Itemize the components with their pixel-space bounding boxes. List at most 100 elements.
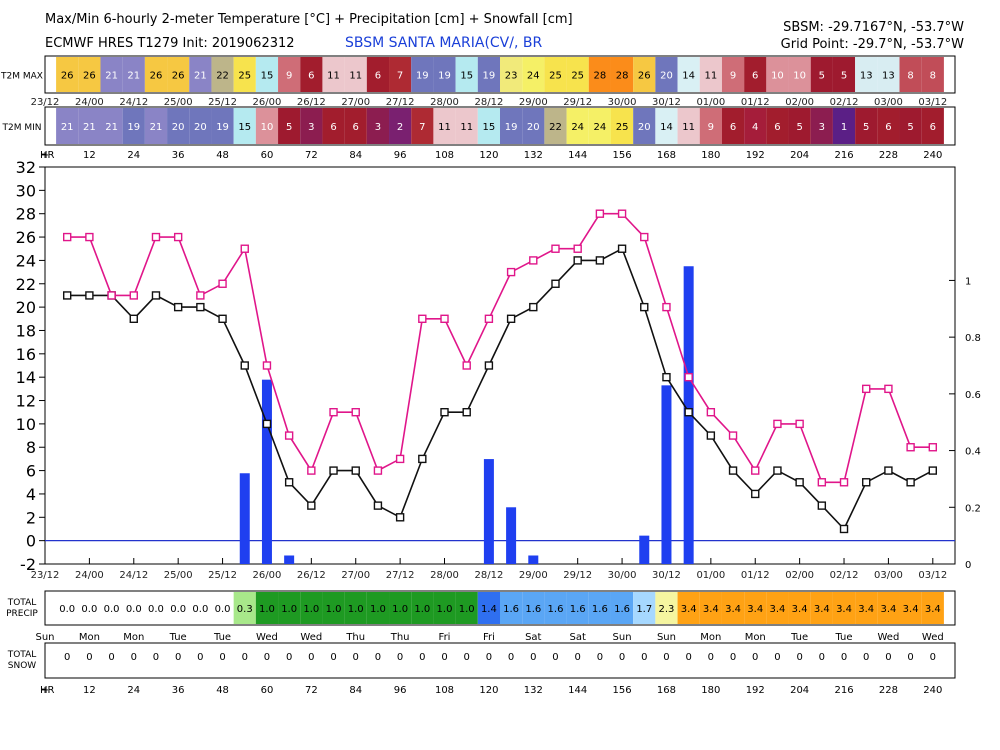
t2m-max-row-value: 23: [505, 71, 518, 82]
t2m-min-point: [684, 408, 693, 417]
t2m-min-row-value: 21: [83, 122, 96, 133]
weekday-label: Mon: [700, 632, 721, 643]
t2m-min-row-cell: [122, 108, 145, 144]
left-axis-label: 22: [16, 275, 36, 294]
t2m-min-row-value: 5: [286, 122, 292, 133]
t2m-min-row-cell: [56, 108, 79, 144]
total-snow-value: 0: [464, 652, 470, 663]
left-axis-label: 20: [16, 298, 36, 317]
total-precip-value: 3.4: [814, 604, 830, 615]
t2m-max-point: [640, 232, 649, 242]
total-precip-value: 1.6: [614, 604, 630, 615]
total-precip-value: 0.0: [126, 604, 142, 615]
weekday-label: Fri: [483, 632, 495, 643]
hr-tick-label-bottom: 84: [349, 685, 362, 696]
t2m-min-row-value: 6: [774, 122, 780, 133]
hr-tick-label-bottom: 72: [305, 685, 318, 696]
total-precip-value: 3.4: [681, 604, 697, 615]
t2m-max-row-value: 13: [882, 71, 895, 82]
total-snow-value: 0: [242, 652, 248, 663]
total-precip-value: 1.0: [303, 604, 319, 615]
weekday-label: Wed: [256, 632, 278, 643]
t2m-max-row-value: 5: [841, 71, 847, 82]
t2m-min-row-cell: [610, 108, 634, 144]
total-precip-label: TOTAL: [7, 598, 37, 608]
t2m-max-row-value: 25: [549, 71, 562, 82]
t2m-min-row-cell: [877, 108, 900, 144]
t2m-min-point: [418, 454, 427, 464]
hr-tick-label-bottom: 132: [524, 685, 543, 696]
t2m-max-row-value: 20: [660, 71, 673, 82]
x-axis-label: 30/12: [652, 570, 681, 581]
left-axis-label: 14: [16, 368, 36, 387]
t2m-max-row-value: 9: [286, 71, 292, 82]
total-snow-value: 0: [286, 652, 292, 663]
weekday-label: Tue: [169, 632, 187, 643]
total-snow-value: 0: [308, 652, 314, 663]
hr-tick-label-bottom: 204: [790, 685, 809, 696]
hr-tick-label: 168: [657, 150, 676, 161]
total-precip-cell: [366, 592, 390, 624]
total-precip-cell: [655, 592, 678, 624]
t2m-min-row-cell: [500, 108, 523, 144]
t2m-min-row-value: 11: [438, 122, 451, 133]
total-precip-cell: [300, 592, 323, 624]
total-precip-value: 1.6: [592, 604, 608, 615]
left-axis-label: 10: [16, 415, 36, 434]
x-axis-label: 28/12: [474, 570, 503, 581]
t2m-min-row-cell: [788, 108, 811, 144]
date-tick-label: 03/00: [874, 97, 903, 108]
t2m-min-row-value: 22: [549, 122, 562, 133]
weekday-label: Sat: [569, 632, 585, 643]
t2m-max-row-cell: [877, 57, 900, 92]
t2m-min-point: [706, 431, 716, 440]
x-axis-label: 03/12: [918, 570, 947, 581]
t2m-max-row-value: 24: [527, 71, 540, 82]
model-info: ECMWF HRES T1279 Init: 2019062312: [45, 36, 295, 51]
t2m-min-row-cell: [189, 108, 212, 144]
date-tick-label: 02/00: [785, 97, 814, 108]
t2m-min-row-cell: [322, 108, 345, 144]
t2m-min-row-cell: [433, 108, 456, 144]
t2m-max-row-cell: [144, 57, 168, 92]
t2m-max-point: [262, 361, 272, 370]
total-precip-cell: [744, 592, 767, 624]
hr-tick-label: 228: [879, 150, 898, 161]
t2m-max-point: [551, 244, 560, 253]
t2m-min-row-cell: [144, 108, 168, 144]
t2m-max-row-cell: [189, 57, 212, 92]
t2m-max-row-value: 28: [616, 71, 629, 82]
weekday-label: Sat: [525, 632, 541, 643]
hr-tick-label-bottom: 12: [83, 685, 96, 696]
hr-tick-label: 192: [746, 150, 765, 161]
weekday-label: Wed: [922, 632, 944, 643]
t2m-min-row-value: 14: [660, 122, 673, 133]
date-tick-label: 23/12: [31, 97, 60, 108]
total-precip-value: 3.4: [880, 604, 896, 615]
total-precip-cell: [522, 592, 545, 624]
t2m-max-row-value: 25: [238, 71, 251, 82]
t2m-min-row-cell: [699, 108, 722, 144]
t2m-max-row-value: 19: [416, 71, 429, 82]
t2m-min-point: [395, 513, 405, 522]
t2m-max-row-cell: [721, 57, 745, 92]
t2m-min-point: [529, 302, 538, 312]
right-axis-label: 0: [965, 560, 971, 571]
t2m-max-row-cell: [810, 57, 833, 92]
t2m-max-row-cell: [455, 57, 478, 92]
weekday-label: Thu: [345, 632, 365, 643]
t2m-max-row-value: 8: [907, 71, 913, 82]
t2m-max-point: [595, 209, 605, 218]
t2m-min-row-value: 9: [708, 122, 714, 133]
t2m-min-row-value: 21: [61, 122, 74, 133]
t2m-max-point: [529, 256, 538, 265]
t2m-max-row-cell: [433, 57, 456, 92]
t2m-max-row-cell: [56, 57, 79, 92]
t2m-min-row-cell: [100, 108, 123, 144]
t2m-max-point: [484, 314, 494, 323]
t2m-min-point: [795, 478, 804, 487]
grid-point: Grid Point: -29.7°N, -53.7°W: [780, 37, 964, 52]
total-precip-value: 0.0: [104, 604, 120, 615]
date-tick-label: 29/00: [519, 97, 548, 108]
